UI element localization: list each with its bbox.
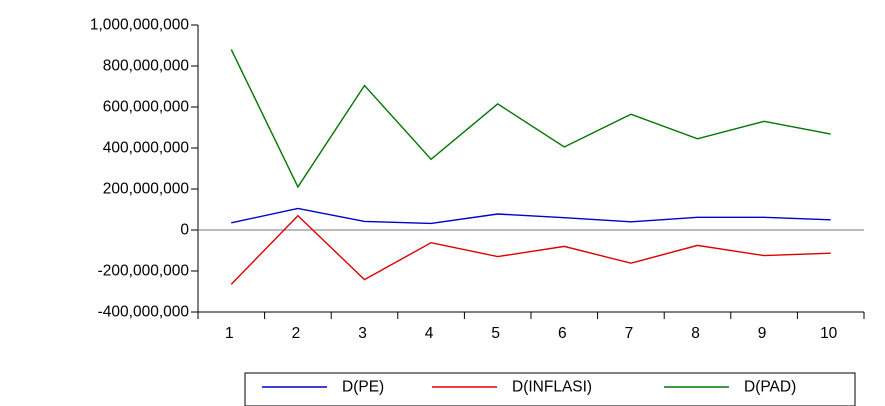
x-tick-label: 8 (691, 325, 700, 342)
x-tick-label: 3 (358, 325, 367, 342)
x-tick-label: 10 (820, 325, 838, 342)
x-tick-label: 5 (491, 325, 500, 342)
y-tick-label: 0 (180, 222, 189, 239)
series-line-1 (230, 214, 831, 285)
x-axis-ticks: 1 2 3 4 5 6 7 8 9 10 (197, 312, 865, 342)
y-axis-ticks: -400,000,000 -200,000,000 0 200,000,000 400,… (90, 17, 198, 321)
legend-box (244, 372, 856, 406)
x-tick-label: 2 (292, 325, 301, 342)
y-tick-label: 1,000,000,000 (90, 17, 190, 34)
x-tick-label: 7 (625, 325, 634, 342)
y-tick-label: 800,000,000 (103, 58, 190, 75)
y-tick-label: -400,000,000 (98, 304, 190, 321)
y-tick-label: -200,000,000 (98, 263, 190, 280)
legend-label-0: D(PE) (342, 379, 384, 396)
legend: D(PE) D(INFLASI) D(PAD) (244, 372, 856, 406)
series-lines (230, 49, 831, 285)
series-line-0 (231, 207, 831, 225)
legend-label-1: D(INFLASI) (512, 379, 592, 396)
y-tick-label: 200,000,000 (103, 181, 190, 198)
legend-label-2: D(PAD) (744, 379, 796, 396)
x-tick-label: 1 (225, 325, 234, 342)
y-tick-label: 600,000,000 (103, 99, 190, 116)
y-tick-label: 400,000,000 (103, 140, 190, 157)
series-line-2 (230, 49, 831, 189)
x-tick-label: 9 (758, 325, 767, 342)
axes (197, 25, 864, 313)
x-tick-label: 6 (558, 325, 567, 342)
x-tick-label: 4 (425, 325, 434, 342)
